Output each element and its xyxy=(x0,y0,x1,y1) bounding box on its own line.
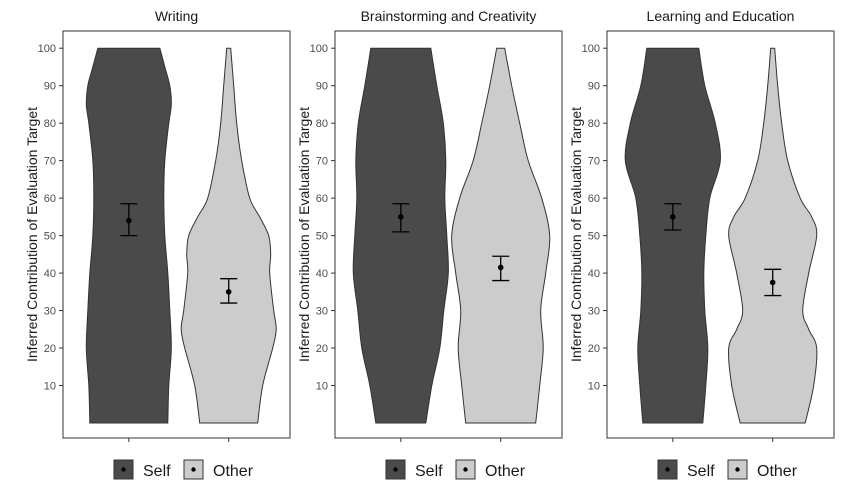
violin-other xyxy=(451,47,551,424)
y-tick-label: 70 xyxy=(44,156,56,168)
mean-point-other xyxy=(225,289,232,295)
y-tick-label: 90 xyxy=(588,81,600,93)
y-tick-label: 20 xyxy=(44,343,56,355)
violin-self xyxy=(352,47,449,424)
y-tick-label: 100 xyxy=(38,43,56,55)
mean-point-self xyxy=(398,214,404,220)
legend: Self Other xyxy=(385,459,526,480)
y-tick-label: 30 xyxy=(44,306,56,318)
y-tick-label: 60 xyxy=(316,193,328,205)
panel-1: Writing Inferred Contribution of Evaluati… xyxy=(24,8,291,480)
y-tick-label: 50 xyxy=(44,231,56,243)
y-tick-label: 30 xyxy=(316,306,328,318)
violin-other xyxy=(728,47,818,424)
y-tick-label: 90 xyxy=(316,81,328,93)
y-tick-label: 20 xyxy=(316,343,328,355)
panel-2: Brainstorming and Creativity Inferred Con… xyxy=(296,8,563,480)
mean-point-self xyxy=(126,217,132,224)
panel-title: Brainstorming and Creativity xyxy=(361,8,537,24)
y-tick-label: 40 xyxy=(588,268,600,280)
legend-dot-other xyxy=(191,467,196,472)
y-tick-label: 60 xyxy=(44,193,56,205)
legend-label-other: Other xyxy=(757,463,798,480)
violin-self xyxy=(624,47,721,424)
mean-point-other xyxy=(497,264,504,271)
y-tick-label: 10 xyxy=(588,381,600,393)
y-tick-label: 80 xyxy=(588,118,600,130)
y-tick-label: 100 xyxy=(582,43,600,55)
legend: Self Other xyxy=(657,459,798,480)
panel-title: Writing xyxy=(155,8,198,24)
y-tick-label: 10 xyxy=(44,381,56,393)
y-tick-label: 40 xyxy=(44,268,56,280)
mean-point-self xyxy=(670,214,676,220)
plot-frame xyxy=(606,30,835,439)
plot-frame xyxy=(334,30,563,439)
y-tick-label: 70 xyxy=(588,156,600,168)
y-tick-label: 90 xyxy=(44,81,56,93)
legend-dot-self xyxy=(393,467,398,472)
y-tick-label: 50 xyxy=(588,231,600,243)
legend-dot-other xyxy=(735,467,740,472)
panel-title: Learning and Education xyxy=(647,8,795,24)
y-tick-label: 30 xyxy=(588,306,600,318)
y-tick-label: 60 xyxy=(588,193,600,205)
legend-label-self: Self xyxy=(415,463,443,480)
legend-dot-self xyxy=(665,467,670,472)
y-tick-label: 80 xyxy=(316,118,328,130)
legend-dot-other xyxy=(463,467,468,472)
y-tick-label: 70 xyxy=(316,156,328,168)
y-tick-label: 80 xyxy=(44,118,56,130)
legend-label-self: Self xyxy=(143,463,171,480)
y-tick-label: 50 xyxy=(316,231,328,243)
legend-dot-self xyxy=(121,467,126,472)
y-tick-label: 20 xyxy=(588,343,600,355)
plot-frame xyxy=(62,30,291,439)
y-axis-label: Inferred Contribution of Evaluation Targ… xyxy=(568,107,584,362)
y-axis-label: Inferred Contribution of Evaluation Targ… xyxy=(296,107,312,362)
y-axis-label: Inferred Contribution of Evaluation Targ… xyxy=(24,107,40,362)
legend-label-self: Self xyxy=(687,463,715,480)
panel-3: Learning and Education Inferred Contribut… xyxy=(568,8,835,480)
mean-point-other xyxy=(769,279,776,286)
legend-label-other: Other xyxy=(485,463,526,480)
y-tick-label: 10 xyxy=(316,381,328,393)
y-tick-label: 100 xyxy=(310,43,328,55)
legend: Self Other xyxy=(113,459,254,480)
legend-label-other: Other xyxy=(213,463,254,480)
y-tick-label: 40 xyxy=(316,268,328,280)
violin-other xyxy=(180,47,277,424)
